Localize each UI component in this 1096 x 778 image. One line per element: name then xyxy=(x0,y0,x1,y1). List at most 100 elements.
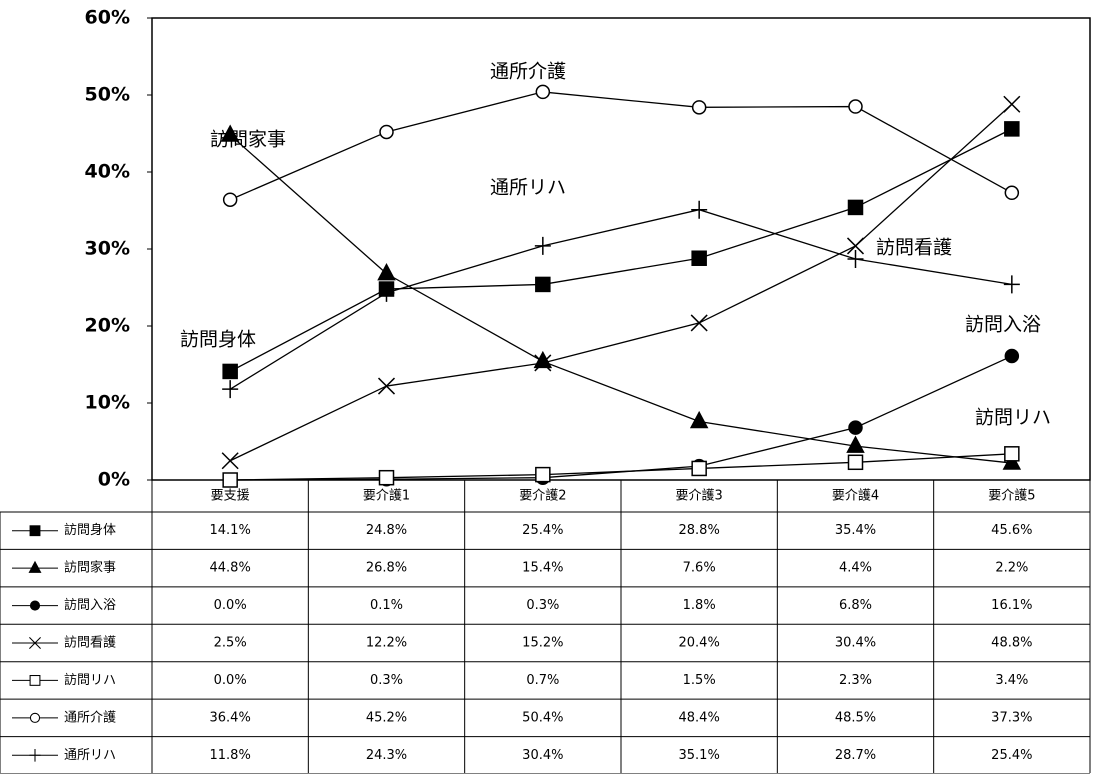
category-label: 要介護3 xyxy=(676,488,723,504)
series-annotation: 訪問リハ xyxy=(975,407,1051,429)
table-cell: 7.6% xyxy=(683,561,716,576)
table-cell: 1.5% xyxy=(683,673,716,688)
series-line xyxy=(229,134,1012,464)
table-cell: 16.1% xyxy=(991,598,1032,613)
table-cell: 6.8% xyxy=(839,598,872,613)
marker xyxy=(846,435,865,453)
legend-label: 通所リハ xyxy=(64,748,116,763)
marker xyxy=(222,363,238,380)
category-label: 要介護4 xyxy=(832,488,879,504)
marker xyxy=(378,469,395,486)
legend-label: 訪問家事 xyxy=(64,560,116,576)
table-cell: 45.2% xyxy=(366,710,407,725)
marker xyxy=(848,420,863,435)
marker xyxy=(1004,348,1020,364)
series-annotation: 通所介護 xyxy=(490,61,566,83)
marker xyxy=(29,748,41,762)
table-cell: 25.4% xyxy=(991,748,1032,763)
marker xyxy=(378,283,395,302)
table-cell: 25.4% xyxy=(522,523,563,538)
category-label: 要介護2 xyxy=(519,488,566,504)
marker xyxy=(535,84,551,100)
series-line xyxy=(230,355,1013,481)
marker xyxy=(689,410,709,429)
series-annotation: 訪問家事 xyxy=(210,129,286,151)
table-cell: 14.1% xyxy=(210,523,251,538)
y-tick-label: 30% xyxy=(85,238,130,260)
marker xyxy=(379,124,394,140)
table-cell: 1.8% xyxy=(683,598,716,613)
marker xyxy=(533,350,553,369)
legend-key: 訪問リハ xyxy=(12,672,116,688)
table-cell: 44.8% xyxy=(210,561,251,576)
table-cell: 2.5% xyxy=(214,636,247,651)
marker xyxy=(1003,95,1021,113)
legend-key: 訪問看護 xyxy=(12,635,116,651)
category-label: 要支援 xyxy=(211,489,250,504)
marker xyxy=(535,276,551,293)
marker xyxy=(691,100,707,115)
legend-label: 通所介護 xyxy=(64,709,116,725)
table-cell: 48.5% xyxy=(835,710,876,725)
marker xyxy=(691,200,708,219)
marker xyxy=(534,354,552,372)
marker xyxy=(847,199,864,216)
table-cell: 28.7% xyxy=(835,748,876,763)
y-tick-label: 10% xyxy=(85,392,130,414)
table-cell: 4.4% xyxy=(839,561,872,576)
table-cell: 0.0% xyxy=(214,598,247,613)
marker xyxy=(691,460,707,477)
legend-label: 訪問リハ xyxy=(64,672,116,688)
marker xyxy=(29,600,41,611)
table-cell: 35.1% xyxy=(679,748,720,763)
marker xyxy=(377,377,396,395)
table-cell: 35.4% xyxy=(835,523,876,538)
legend-label: 訪問入浴 xyxy=(64,597,116,613)
marker xyxy=(847,454,864,471)
table-cell: 26.8% xyxy=(366,561,407,576)
table-cell: 24.3% xyxy=(366,748,407,763)
marker xyxy=(1004,446,1020,462)
marker xyxy=(535,466,551,483)
series-line xyxy=(229,209,1012,390)
marker xyxy=(846,237,865,255)
table-cell: 50.4% xyxy=(522,710,563,725)
y-tick-label: 0% xyxy=(98,469,130,491)
marker xyxy=(29,675,41,686)
category-label: 要介護5 xyxy=(988,488,1035,504)
table-cell: 0.7% xyxy=(526,673,559,688)
series-line xyxy=(229,91,1013,201)
marker xyxy=(29,637,41,649)
series-line xyxy=(229,103,1013,462)
series-annotation: 訪問看護 xyxy=(876,237,952,259)
marker xyxy=(847,250,864,269)
table-cell: 24.8% xyxy=(366,523,407,538)
table-cell: 48.4% xyxy=(679,710,720,725)
series-annotation: 通所リハ xyxy=(490,177,566,199)
marker xyxy=(1003,275,1020,294)
marker xyxy=(220,124,240,142)
marker xyxy=(534,236,551,255)
table-cell: 15.2% xyxy=(522,636,563,651)
legend-key: 訪問家事 xyxy=(12,560,116,576)
table-cell: 3.4% xyxy=(995,673,1028,688)
marker xyxy=(29,525,41,537)
table-cell: 0.3% xyxy=(526,598,559,613)
marker xyxy=(690,314,708,332)
legend-label: 訪問看護 xyxy=(64,635,116,651)
marker xyxy=(222,192,238,207)
marker xyxy=(377,263,396,281)
marker xyxy=(848,99,863,114)
marker xyxy=(221,452,239,470)
series-annotation: 訪問入浴 xyxy=(965,314,1041,336)
series-line xyxy=(230,453,1012,481)
table-cell: 28.8% xyxy=(679,523,720,538)
table-cell: 30.4% xyxy=(835,636,876,651)
table-cell: 2.2% xyxy=(995,561,1028,576)
legend-key: 訪問入浴 xyxy=(12,597,116,613)
y-tick-label: 60% xyxy=(85,7,130,29)
marker xyxy=(691,250,707,266)
table-cell: 0.3% xyxy=(370,673,403,688)
table-cell: 48.8% xyxy=(991,636,1032,651)
